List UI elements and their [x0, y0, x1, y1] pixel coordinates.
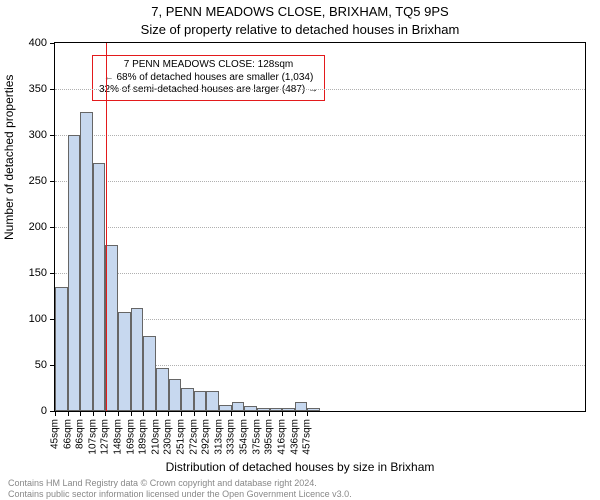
- histogram-bar: [244, 406, 257, 411]
- y-tick-label: 200: [29, 221, 47, 233]
- x-tick-label: 86sqm: [75, 419, 86, 449]
- x-tick-mark: [194, 411, 195, 416]
- x-tick-label: 333sqm: [226, 419, 237, 455]
- y-tick-label: 150: [29, 267, 47, 279]
- x-tick-mark: [307, 411, 308, 416]
- annotation-box: 7 PENN MEADOWS CLOSE: 128sqm ← 68% of de…: [92, 55, 325, 101]
- x-tick-mark: [219, 411, 220, 416]
- histogram-bar: [181, 388, 194, 411]
- gridline: [55, 89, 585, 90]
- plot-area: 7 PENN MEADOWS CLOSE: 128sqm ← 68% of de…: [54, 42, 586, 412]
- y-tick-mark: [50, 135, 55, 136]
- reference-line: [106, 43, 107, 411]
- x-tick-label: 210sqm: [151, 419, 162, 455]
- x-tick-mark: [282, 411, 283, 416]
- y-tick-label: 400: [29, 37, 47, 49]
- histogram-bar: [105, 245, 118, 411]
- histogram-bar: [270, 408, 283, 411]
- x-tick-mark: [118, 411, 119, 416]
- x-tick-mark: [131, 411, 132, 416]
- x-tick-label: 313sqm: [214, 419, 225, 455]
- x-tick-mark: [55, 411, 56, 416]
- footer-copyright-2: Contains public sector information licen…: [8, 489, 352, 499]
- x-tick-label: 395sqm: [264, 419, 275, 455]
- y-tick-mark: [50, 181, 55, 182]
- x-tick-mark: [93, 411, 94, 416]
- x-tick-label: 272sqm: [189, 419, 200, 455]
- histogram-bar: [118, 312, 131, 411]
- x-tick-label: 436sqm: [289, 419, 300, 455]
- x-tick-mark: [181, 411, 182, 416]
- x-tick-mark: [143, 411, 144, 416]
- histogram-bar: [55, 287, 68, 411]
- y-tick-mark: [50, 43, 55, 44]
- x-axis-label: Distribution of detached houses by size …: [0, 460, 600, 474]
- histogram-bar: [257, 408, 270, 411]
- x-tick-mark: [80, 411, 81, 416]
- histogram-bar: [206, 391, 219, 411]
- histogram-bar: [169, 379, 182, 411]
- y-tick-mark: [50, 227, 55, 228]
- gridline: [55, 135, 585, 136]
- y-tick-label: 300: [29, 129, 47, 141]
- x-tick-label: 169sqm: [125, 419, 136, 455]
- gridline: [55, 227, 585, 228]
- x-tick-mark: [269, 411, 270, 416]
- x-tick-label: 375sqm: [252, 419, 263, 455]
- y-tick-mark: [50, 89, 55, 90]
- histogram-bar: [80, 112, 93, 411]
- x-tick-label: 230sqm: [163, 419, 174, 455]
- y-tick-label: 350: [29, 83, 47, 95]
- x-tick-label: 107sqm: [87, 419, 98, 455]
- gridline: [55, 273, 585, 274]
- x-tick-mark: [244, 411, 245, 416]
- x-tick-mark: [156, 411, 157, 416]
- x-tick-label: 66sqm: [62, 419, 73, 449]
- y-tick-label: 0: [41, 405, 47, 417]
- x-tick-mark: [168, 411, 169, 416]
- histogram-bar: [232, 402, 245, 411]
- x-tick-label: 127sqm: [100, 419, 111, 455]
- annotation-line-1: 7 PENN MEADOWS CLOSE: 128sqm: [99, 59, 318, 72]
- x-tick-label: 148sqm: [113, 419, 124, 455]
- x-tick-label: 354sqm: [239, 419, 250, 455]
- x-tick-label: 251sqm: [176, 419, 187, 455]
- histogram-bar: [295, 402, 308, 411]
- histogram-bar: [282, 408, 295, 411]
- histogram-bar: [68, 135, 81, 411]
- x-tick-label: 189sqm: [138, 419, 149, 455]
- y-tick-mark: [50, 273, 55, 274]
- gridline: [55, 181, 585, 182]
- histogram-bar: [93, 163, 106, 411]
- histogram-bar: [131, 308, 144, 411]
- x-tick-mark: [105, 411, 106, 416]
- x-tick-label: 416sqm: [277, 419, 288, 455]
- histogram-bar: [143, 336, 156, 411]
- histogram-bar: [194, 391, 207, 411]
- y-tick-label: 100: [29, 313, 47, 325]
- footer-copyright-1: Contains HM Land Registry data © Crown c…: [8, 478, 317, 488]
- histogram-bar: [219, 405, 232, 411]
- x-tick-mark: [295, 411, 296, 416]
- x-tick-label: 292sqm: [201, 419, 212, 455]
- x-tick-mark: [257, 411, 258, 416]
- chart-subtitle: Size of property relative to detached ho…: [0, 22, 600, 37]
- y-tick-label: 250: [29, 175, 47, 187]
- y-axis-label: Number of detached properties: [2, 75, 16, 240]
- annotation-line-3: 32% of semi-detached houses are larger (…: [99, 84, 318, 97]
- histogram-bar: [156, 368, 169, 411]
- x-tick-mark: [231, 411, 232, 416]
- annotation-line-2: ← 68% of detached houses are smaller (1,…: [99, 72, 318, 85]
- x-tick-label: 457sqm: [302, 419, 313, 455]
- x-tick-mark: [68, 411, 69, 416]
- x-tick-mark: [206, 411, 207, 416]
- chart-title: 7, PENN MEADOWS CLOSE, BRIXHAM, TQ5 9PS: [0, 4, 600, 19]
- y-tick-label: 50: [35, 359, 47, 371]
- chart-container: 7, PENN MEADOWS CLOSE, BRIXHAM, TQ5 9PS …: [0, 0, 600, 500]
- x-tick-label: 45sqm: [50, 419, 61, 449]
- histogram-bar: [307, 408, 320, 411]
